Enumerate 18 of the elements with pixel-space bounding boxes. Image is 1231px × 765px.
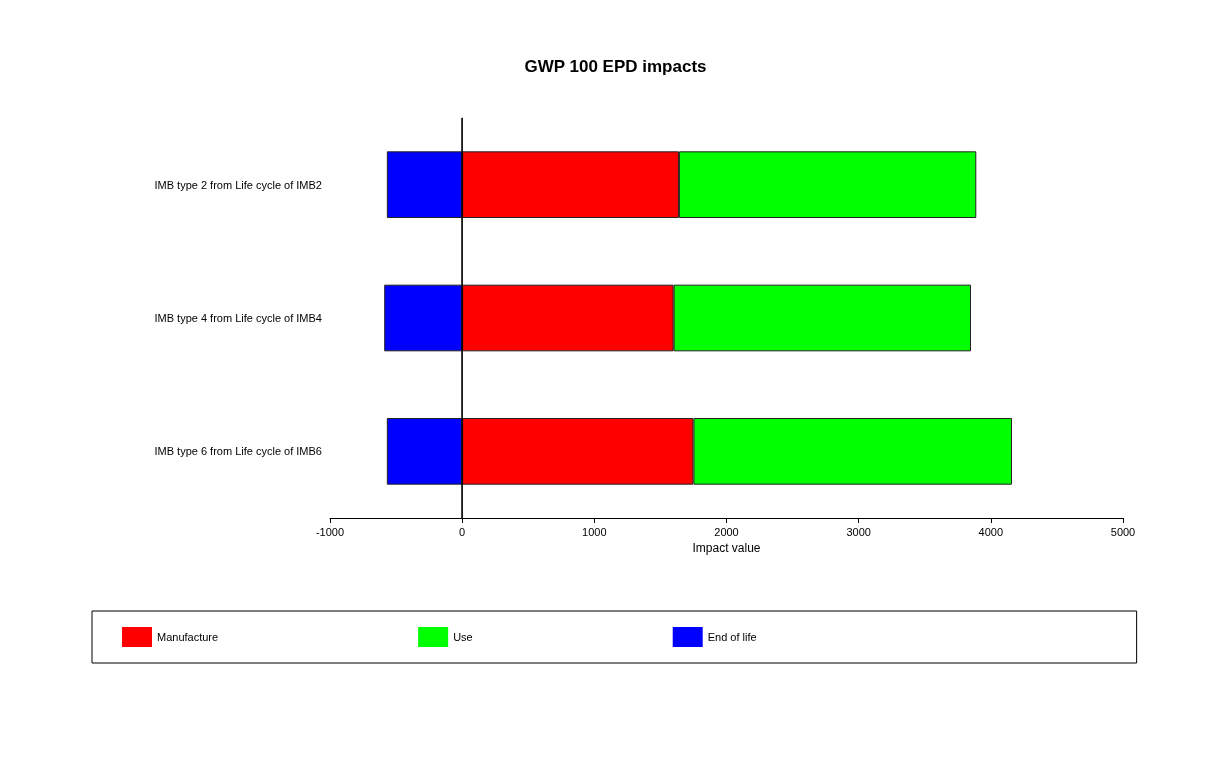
y-tick-label: IMB type 6 from Life cycle of IMB6 bbox=[154, 445, 322, 458]
x-tick-label: 0 bbox=[459, 525, 466, 538]
chart-title: GWP 100 EPD impacts bbox=[524, 57, 707, 76]
y-tick-label: IMB type 2 from Life cycle of IMB2 bbox=[154, 178, 322, 191]
x-tick-label: 1000 bbox=[582, 525, 607, 538]
x-tick-label: -1000 bbox=[315, 525, 345, 538]
y-tick-label: IMB type 4 from Life cycle of IMB4 bbox=[154, 312, 322, 324]
bar bbox=[386, 418, 463, 485]
x-tick-label: 2000 bbox=[714, 525, 739, 538]
bar bbox=[386, 151, 463, 218]
x-tick-label: 5000 bbox=[1110, 525, 1136, 538]
bar bbox=[384, 284, 463, 352]
legend-label: End of life bbox=[707, 631, 757, 643]
x-axis-title: Impact value bbox=[692, 540, 761, 555]
x-tick-label: 4000 bbox=[978, 525, 1004, 538]
legend-label: Use bbox=[453, 631, 473, 643]
x-tick-label: 3000 bbox=[846, 525, 871, 538]
legend-label: Manufacture bbox=[157, 631, 219, 643]
